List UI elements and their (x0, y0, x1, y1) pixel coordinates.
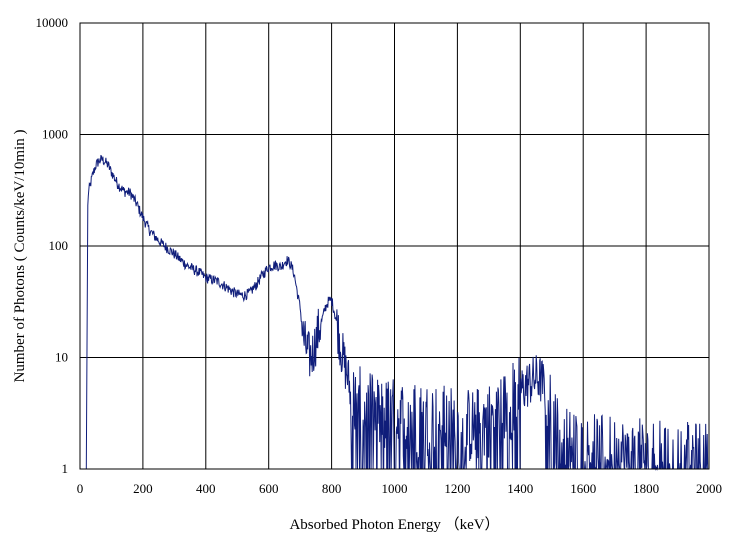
x-tick-label: 2000 (696, 481, 722, 496)
y-tick-label: 1 (62, 461, 69, 476)
x-axis-title: Absorbed Photon Energy （keV） (289, 516, 499, 533)
x-tick-label: 200 (133, 481, 153, 496)
y-tick-label: 100 (49, 238, 69, 253)
x-tick-label: 0 (77, 481, 84, 496)
x-tick-label: 1000 (382, 481, 408, 496)
y-axis-title: Number of Photons ( Counts/keV/10min ) (12, 130, 28, 383)
x-tick-label: 1400 (507, 481, 533, 496)
y-tick-label: 10 (55, 350, 68, 365)
plot-frame (79, 22, 710, 470)
y-tick-label: 10000 (36, 15, 69, 30)
y-tick-labels: 1 10 100 1000 10000 (36, 15, 69, 476)
grid-lines (79, 22, 710, 470)
x-tick-label: 800 (322, 481, 342, 496)
spectrum-series-line (85, 154, 709, 471)
y-tick-label: 1000 (42, 127, 68, 142)
x-tick-label: 1200 (444, 481, 470, 496)
x-tick-label: 600 (259, 481, 279, 496)
x-tick-label: 1600 (570, 481, 596, 496)
x-tick-label: 400 (196, 481, 216, 496)
x-tick-labels: 0 200 400 600 800 1000 1200 1400 1600 1800 2000 (77, 481, 722, 496)
x-tick-label: 1800 (633, 481, 659, 496)
